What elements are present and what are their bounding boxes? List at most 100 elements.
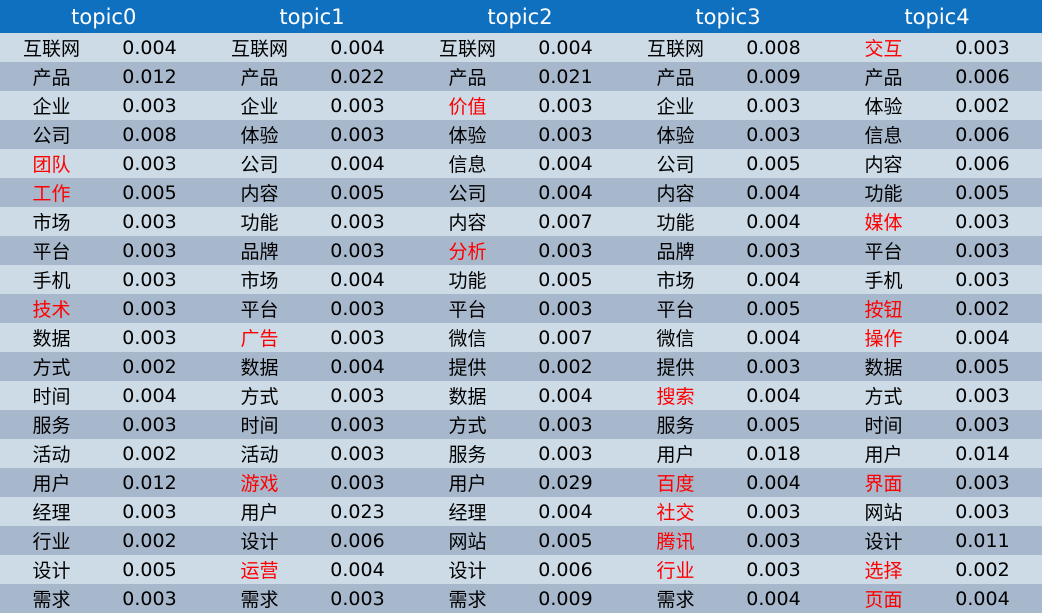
topic-weight-cell: 0.004: [727, 584, 832, 613]
topic-word-cell: 互联网: [208, 33, 311, 62]
topic-word-cell: 需求: [416, 584, 519, 613]
topic-word-cell: 搜索: [624, 381, 727, 410]
topic-weight-cell: 0.003: [935, 381, 1042, 410]
topic-weight-cell: 0.003: [311, 120, 416, 149]
topic-weight-cell: 0.003: [935, 236, 1042, 265]
table-row: 公司 0.008 体验 0.003 体验 0.003 体验 0.003 信息 0.006: [0, 120, 1042, 149]
topic-weight-cell: 0.006: [519, 555, 624, 584]
topic-word-cell: 体验: [832, 91, 935, 120]
topic-weight-cell: 0.003: [103, 265, 208, 294]
topic-word-cell: 活动: [208, 439, 311, 468]
topic-weight-cell: 0.004: [519, 149, 624, 178]
table-row: 服务 0.003 时间 0.003 方式 0.003 服务 0.005 时间 0.003: [0, 410, 1042, 439]
topic-weight-cell: 0.002: [935, 555, 1042, 584]
topic-word-cell: 体验: [624, 120, 727, 149]
topic-weight-cell: 0.003: [311, 584, 416, 613]
topic-weight-cell: 0.005: [103, 178, 208, 207]
table-row: 市场 0.003 功能 0.003 内容 0.007 功能 0.004 媒体 0.003: [0, 207, 1042, 236]
topic-word-cell: 内容: [624, 178, 727, 207]
topic-weight-cell: 0.003: [311, 410, 416, 439]
table-row: 数据 0.003 广告 0.003 微信 0.007 微信 0.004 操作 0.004: [0, 323, 1042, 352]
topic-word-cell: 公司: [624, 149, 727, 178]
topic-word-cell: 设计: [416, 555, 519, 584]
table-row: 互联网 0.004 互联网 0.004 互联网 0.004 互联网 0.008 交互 0.003: [0, 33, 1042, 62]
topic-word-cell: 功能: [832, 178, 935, 207]
topic-weight-cell: 0.005: [935, 352, 1042, 381]
topic-word-cell: 活动: [0, 439, 103, 468]
topic-weight-cell: 0.002: [103, 526, 208, 555]
topic-weight-cell: 0.004: [935, 584, 1042, 613]
topic-weight-cell: 0.005: [727, 410, 832, 439]
topic-weight-cell: 0.011: [935, 526, 1042, 555]
topic-weight-cell: 0.003: [727, 526, 832, 555]
topic-weight-cell: 0.003: [103, 323, 208, 352]
topic-word-cell: 数据: [0, 323, 103, 352]
topic-word-cell: 企业: [0, 91, 103, 120]
topic-weight-cell: 0.003: [727, 236, 832, 265]
topic-word-cell: 功能: [208, 207, 311, 236]
table-row: 技术 0.003 平台 0.003 平台 0.003 平台 0.005 按钮 0.002: [0, 294, 1042, 323]
topic-weight-cell: 0.003: [311, 294, 416, 323]
topic-word-cell: 方式: [416, 410, 519, 439]
topic-word-cell: 功能: [624, 207, 727, 236]
topic-weight-cell: 0.002: [103, 352, 208, 381]
topic-weight-cell: 0.004: [519, 178, 624, 207]
topic-word-cell: 团队: [0, 149, 103, 178]
topic-weight-cell: 0.003: [935, 33, 1042, 62]
topic-word-cell: 设计: [0, 555, 103, 584]
topic-word-cell: 用户: [208, 497, 311, 526]
topic-weight-cell: 0.004: [311, 33, 416, 62]
topic-word-cell: 用户: [0, 468, 103, 497]
topic-weight-cell: 0.018: [727, 439, 832, 468]
table-row: 团队 0.003 公司 0.004 信息 0.004 公司 0.005 内容 0.006: [0, 149, 1042, 178]
topic-weight-cell: 0.003: [727, 555, 832, 584]
topic-word-cell: 产品: [208, 62, 311, 91]
topic-weight-cell: 0.003: [103, 207, 208, 236]
topic-word-cell: 需求: [0, 584, 103, 613]
topic-word-cell: 服务: [416, 439, 519, 468]
topic-header-3: topic3: [624, 0, 833, 33]
topic-word-cell: 微信: [416, 323, 519, 352]
topic-word-cell: 产品: [624, 62, 727, 91]
topic-weight-cell: 0.002: [519, 352, 624, 381]
topic-weight-cell: 0.003: [519, 120, 624, 149]
topic-word-cell: 经理: [416, 497, 519, 526]
topic-weight-cell: 0.002: [103, 439, 208, 468]
topic-word-cell: 用户: [416, 468, 519, 497]
topic-header-2: topic2: [416, 0, 625, 33]
topic-word-cell: 体验: [416, 120, 519, 149]
topic-weight-cell: 0.006: [935, 62, 1042, 91]
topic-word-cell: 互联网: [416, 33, 519, 62]
topic-weight-cell: 0.006: [935, 149, 1042, 178]
table-body: 互联网 0.004 互联网 0.004 互联网 0.004 互联网 0.008 交互 0.003 产…: [0, 33, 1042, 613]
topic-weight-cell: 0.003: [519, 410, 624, 439]
topic-weight-cell: 0.003: [311, 468, 416, 497]
topic-header-0: topic0: [0, 0, 209, 33]
table-row: 经理 0.003 用户 0.023 经理 0.004 社交 0.003 网站 0.003: [0, 497, 1042, 526]
topic-weight-cell: 0.004: [311, 265, 416, 294]
topic-word-cell: 腾讯: [624, 526, 727, 555]
table-row: 行业 0.002 设计 0.006 网站 0.005 腾讯 0.003 设计 0.011: [0, 526, 1042, 555]
topic-weight-cell: 0.004: [727, 207, 832, 236]
topic-word-cell: 设计: [208, 526, 311, 555]
topic-weight-cell: 0.003: [727, 91, 832, 120]
topic-word-cell: 平台: [832, 236, 935, 265]
topic-word-cell: 公司: [416, 178, 519, 207]
topic-word-cell: 平台: [416, 294, 519, 323]
topic-weight-cell: 0.004: [519, 33, 624, 62]
table-row: 工作 0.005 内容 0.005 公司 0.004 内容 0.004 功能 0.005: [0, 178, 1042, 207]
topic-word-cell: 平台: [0, 236, 103, 265]
topic-weight-cell: 0.003: [935, 265, 1042, 294]
topic-weight-cell: 0.003: [519, 439, 624, 468]
topic-word-cell: 页面: [832, 584, 935, 613]
topic-weight-cell: 0.006: [935, 120, 1042, 149]
topic-weight-cell: 0.005: [311, 178, 416, 207]
topic-weight-cell: 0.012: [103, 468, 208, 497]
topic-weight-cell: 0.003: [103, 497, 208, 526]
topic-word-cell: 数据: [832, 352, 935, 381]
topic-weight-cell: 0.003: [311, 91, 416, 120]
topic-weight-cell: 0.021: [519, 62, 624, 91]
topic-weight-cell: 0.012: [103, 62, 208, 91]
topic-weight-cell: 0.003: [935, 207, 1042, 236]
